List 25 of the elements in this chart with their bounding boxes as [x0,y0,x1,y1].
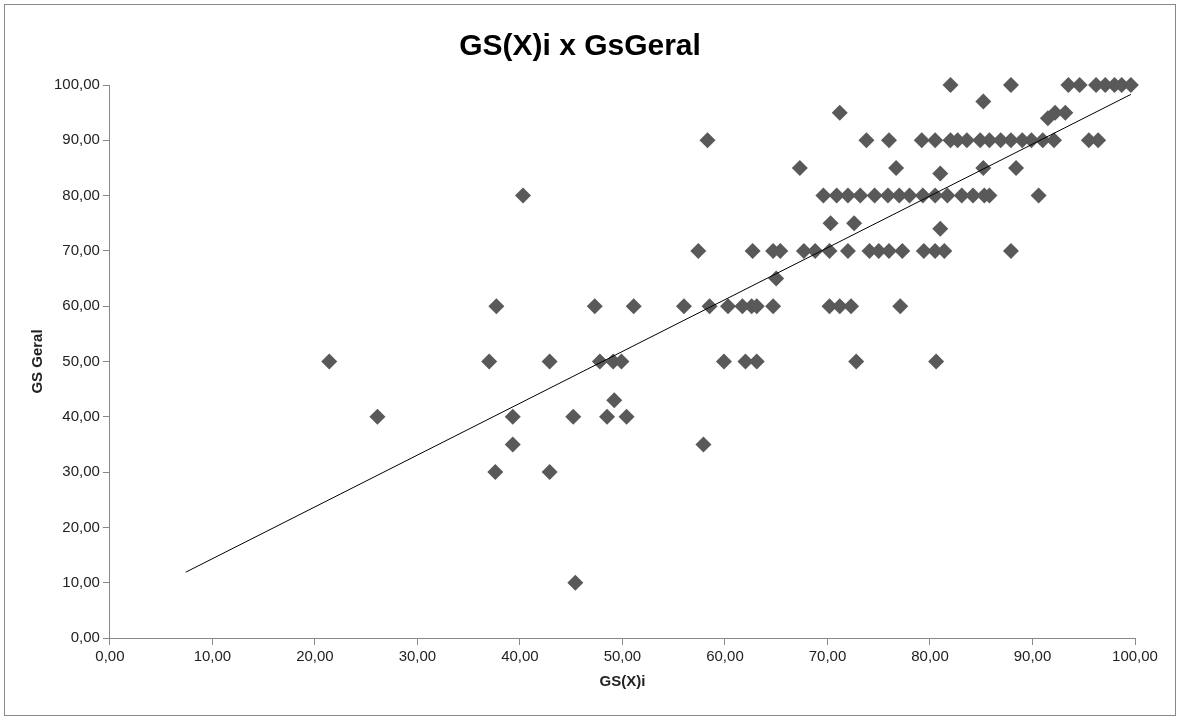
x-tick-label: 100,00 [1112,647,1158,665]
y-tick-label: 50,00 [62,351,100,369]
x-tick-label: 80,00 [911,647,949,665]
y-tick-label: 30,00 [62,462,100,480]
y-tick-label: 100,00 [53,75,100,93]
y-tick-label: 90,00 [62,130,100,148]
x-tick-label: 50,00 [603,647,642,665]
y-tick-label: 70,00 [62,241,100,259]
x-tick-label: 0,00 [95,647,125,665]
y-axis-title: GS Geral [28,329,46,394]
chart-title: GS(X)i x GsGeral [459,28,701,62]
y-tick-label: 40,00 [62,406,100,424]
x-tick-label: 40,00 [501,647,539,665]
x-axis-title: GS(X)i [599,672,646,690]
y-tick-label: 10,00 [62,572,100,590]
x-tick-label: 10,00 [193,647,232,665]
y-tick-label: 0,00 [70,628,100,646]
y-tick-label: 80,00 [62,185,100,203]
x-tick-label: 30,00 [398,647,437,665]
x-tick-label: 20,00 [296,647,334,665]
x-tick-label: 70,00 [808,647,847,665]
y-tick-label: 20,00 [62,517,100,535]
x-tick-label: 60,00 [706,647,744,665]
y-tick-label: 60,00 [62,296,100,314]
x-tick-label: 90,00 [1013,647,1052,665]
